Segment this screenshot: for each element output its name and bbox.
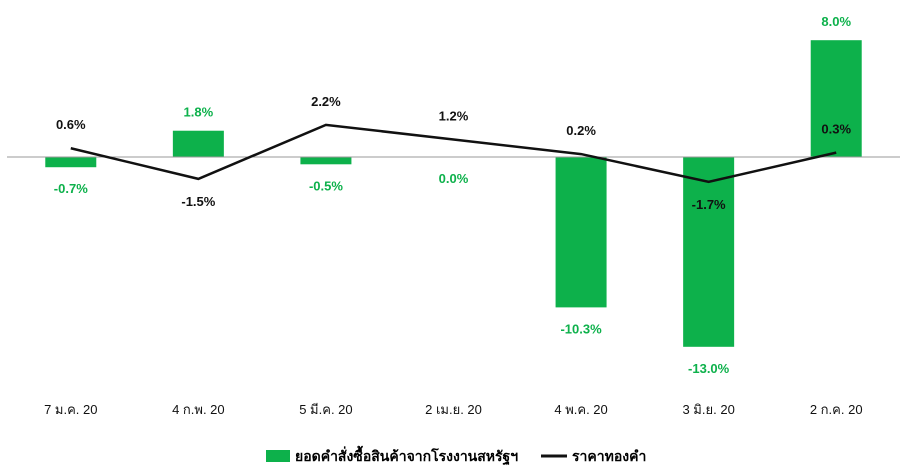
bars-layer xyxy=(45,40,862,347)
line-value-label: 0.6% xyxy=(56,117,86,132)
bar xyxy=(683,157,735,347)
line-value-label: 1.2% xyxy=(439,108,469,123)
x-tick-label: 2 ก.ค. 20 xyxy=(810,402,863,417)
x-tick-label: 7 ม.ค. 20 xyxy=(44,402,97,417)
legend-label-bar: ยอดคำสั่งซื้อสินค้าจากโรงงานสหรัฐฯ xyxy=(295,445,518,466)
line-value-label: 0.2% xyxy=(566,123,596,138)
bar xyxy=(810,40,862,158)
bar-value-label: 8.0% xyxy=(821,14,851,29)
bar-labels-layer: -0.7% 1.8% -0.5% 0.0% -10.3% -13.0% 8.0% xyxy=(54,14,852,376)
x-tick-label: 4 พ.ค. 20 xyxy=(554,402,607,417)
legend: ยอดคำสั่งซื้อสินค้าจากโรงงานสหรัฐฯ ราคาท… xyxy=(266,445,646,466)
bar xyxy=(555,157,607,308)
x-tick-label: 4 ก.พ. 20 xyxy=(172,402,225,417)
x-axis-ticks: 7 ม.ค. 20 4 ก.พ. 20 5 มี.ค. 20 2 เม.ย. 20 4 … xyxy=(44,402,862,417)
bar xyxy=(45,157,97,168)
line-labels-layer: 0.6% -1.5% 2.2% 1.2% 0.2% -1.7% 0.3% xyxy=(56,94,852,212)
legend-label-line: ราคาทองคำ xyxy=(572,448,646,464)
bar-value-label: 1.8% xyxy=(184,105,214,120)
bar-value-label: -0.5% xyxy=(309,178,343,193)
x-tick-label: 5 มี.ค. 20 xyxy=(299,402,352,417)
bar xyxy=(172,130,224,157)
bar-value-label: 0.0% xyxy=(439,171,469,186)
line-series-gold-price xyxy=(70,123,837,184)
bar-value-label: -10.3% xyxy=(560,321,602,336)
legend-swatch-bar xyxy=(266,450,290,462)
bar xyxy=(300,157,352,165)
line-value-label: -1.7% xyxy=(692,197,726,212)
x-tick-label: 2 เม.ย. 20 xyxy=(425,402,482,417)
line-value-label: 2.2% xyxy=(311,94,341,109)
bar-value-label: -13.0% xyxy=(688,361,730,376)
line-value-label: 0.3% xyxy=(821,122,851,137)
bar-value-label: -0.7% xyxy=(54,181,88,196)
line-value-label: -1.5% xyxy=(181,194,215,209)
x-tick-label: 3 มิ.ย. 20 xyxy=(682,402,734,417)
